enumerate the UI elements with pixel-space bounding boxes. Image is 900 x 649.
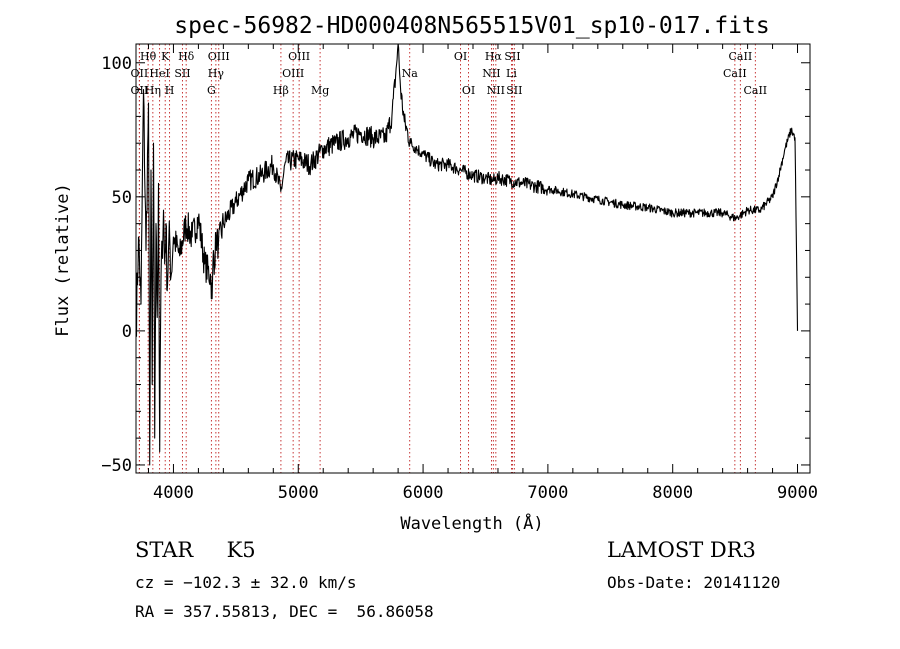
- spectral-line-label: Hθ: [140, 50, 157, 63]
- spectral-line-label: CaII: [743, 84, 767, 97]
- spectral-line-label: H: [165, 84, 175, 97]
- y-axis-label: Flux (relative): [53, 183, 73, 337]
- spectral-line-label: OIII: [288, 50, 310, 63]
- obs-date-label: Obs-Date: 20141120: [607, 573, 781, 592]
- spectral-line-label: SII: [174, 67, 190, 80]
- spectral-line-label: Hδ: [178, 50, 195, 63]
- x-axis: 4000 5000 6000 7000 8000 9000: [147, 44, 818, 503]
- coords-label: RA = 357.55813, DEC = 56.86058: [135, 602, 434, 621]
- spectral-line-label: NII: [482, 67, 500, 80]
- spectral-line-label: Na: [402, 67, 419, 80]
- x-tick-label: 8000: [652, 483, 693, 503]
- chart-title: spec-56982-HD000408N565515V01_sp10-017.f…: [174, 13, 769, 39]
- spectral-line-label: OIII: [282, 67, 304, 80]
- spectral-line-label: HeI: [149, 67, 169, 80]
- x-tick-label: 7000: [527, 483, 568, 503]
- spectral-line-label: NII: [487, 84, 505, 97]
- spectral-line-label: K: [161, 50, 170, 63]
- x-tick-label: 5000: [278, 483, 319, 503]
- y-tick-label: 100: [101, 54, 132, 74]
- spectral-line-label: CaII: [729, 50, 753, 63]
- spectral-line-label: Hη: [145, 84, 161, 97]
- x-tick-label: 4000: [153, 483, 194, 503]
- survey-label: LAMOST DR3: [607, 538, 756, 562]
- spectrum-line: [135, 43, 799, 466]
- spectral-line-label: SII: [506, 84, 522, 97]
- spectral-line-label: G: [207, 84, 216, 97]
- x-tick-label: 6000: [403, 483, 444, 503]
- spectral-line-label: OII: [131, 67, 149, 80]
- spectral-line-label: Hβ: [273, 84, 289, 97]
- x-tick-label: 9000: [777, 483, 818, 503]
- spectral-line-label: SII: [504, 50, 520, 63]
- spectral-line-label: OI: [454, 50, 467, 63]
- spectral-line-label: OI: [462, 84, 475, 97]
- y-tick-label: 50: [112, 188, 132, 208]
- y-axis: −50 0 50 100: [101, 54, 810, 476]
- plot-frame: [135, 43, 811, 474]
- spectral-line-label: Mg: [311, 84, 329, 97]
- x-axis-label: Wavelength (Å): [400, 512, 543, 534]
- spectral-line-label: Li: [506, 67, 517, 80]
- y-tick-label: −50: [101, 456, 132, 476]
- spectral-line-label: Hγ: [208, 67, 225, 80]
- classification-label: STAR K5: [135, 538, 256, 562]
- spectral-line-label: OIII: [208, 50, 230, 63]
- redshift-label: cz = −102.3 ± 32.0 km/s: [135, 573, 357, 592]
- y-tick-label: 0: [122, 322, 132, 342]
- spectral-line-label: Hα: [485, 50, 503, 63]
- spectral-line-markers: [138, 44, 756, 473]
- spectral-line-label: CaII: [723, 67, 747, 80]
